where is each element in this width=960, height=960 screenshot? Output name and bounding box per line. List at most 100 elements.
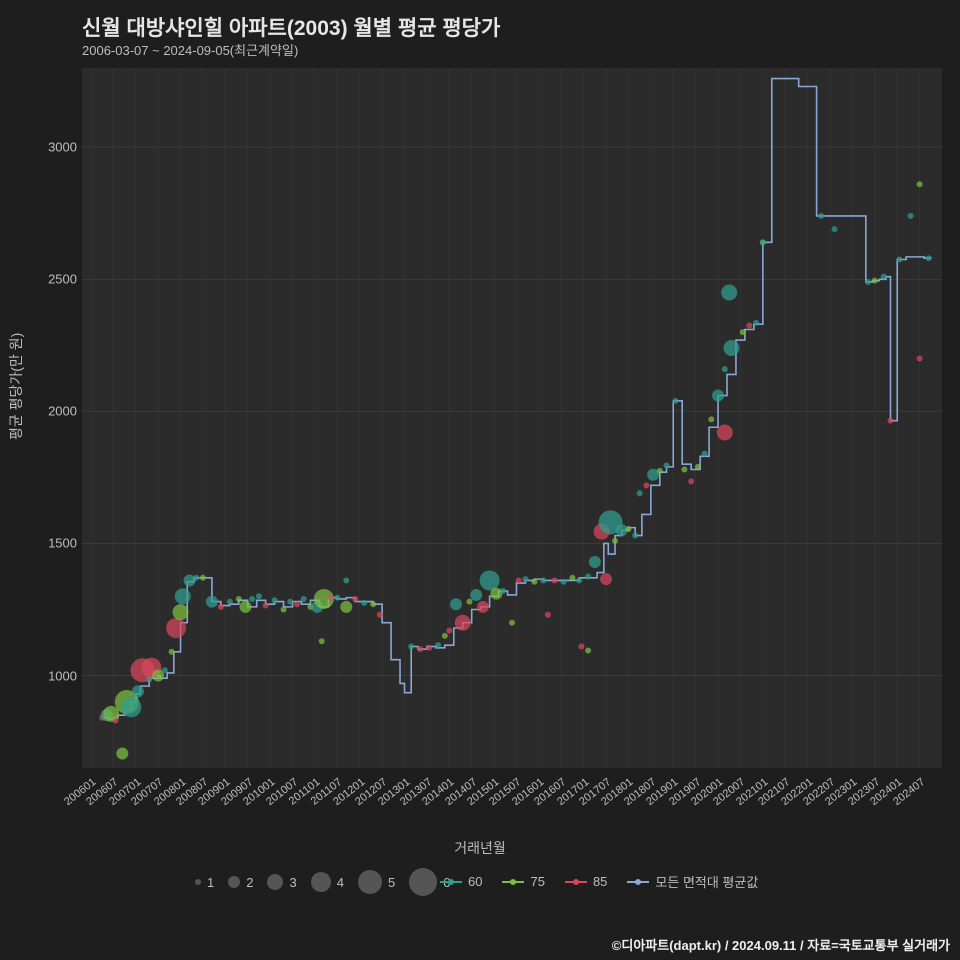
data-point xyxy=(446,628,452,634)
data-point xyxy=(450,598,462,610)
data-point xyxy=(561,579,567,585)
data-point xyxy=(206,596,218,608)
y-tick-label: 1000 xyxy=(27,668,77,683)
data-point xyxy=(370,601,376,607)
y-axis-label: 평균 평당가(만 원) xyxy=(6,333,26,440)
data-point xyxy=(600,573,612,585)
legend-color-label: 60 xyxy=(468,874,482,889)
data-point xyxy=(193,575,199,581)
footer-credit: ©디아파트(dapt.kr) / 2024.09.11 / 자료=국토교통부 실… xyxy=(612,935,950,954)
legend-size: 123456 xyxy=(195,868,455,896)
data-point xyxy=(865,279,871,285)
chart-subtitle: 2006-03-07 ~ 2024-09-05(최근계약일) xyxy=(82,40,298,59)
data-point xyxy=(531,579,537,585)
data-point xyxy=(435,642,441,648)
data-point xyxy=(589,556,601,568)
data-point xyxy=(352,596,358,602)
data-point xyxy=(516,577,522,583)
data-point xyxy=(632,533,638,539)
data-point xyxy=(578,643,584,649)
legend-size-dot xyxy=(195,879,201,885)
legend-size-label: 5 xyxy=(388,875,395,890)
data-point xyxy=(740,329,746,335)
data-point xyxy=(169,649,175,655)
data-point xyxy=(442,633,448,639)
plot-area xyxy=(82,68,942,768)
data-point xyxy=(173,604,189,620)
data-point xyxy=(175,588,191,604)
data-point xyxy=(688,478,694,484)
data-point xyxy=(239,601,251,613)
data-point xyxy=(552,577,558,583)
data-point xyxy=(760,239,766,245)
plot-svg xyxy=(82,68,942,768)
legend-size-label: 4 xyxy=(337,875,344,890)
legend-size-item: 4 xyxy=(311,872,344,892)
legend-size-label: 2 xyxy=(246,875,253,890)
data-point xyxy=(343,577,349,583)
data-point xyxy=(717,425,733,441)
y-tick-label: 3000 xyxy=(27,140,77,155)
legend-size-label: 1 xyxy=(207,875,214,890)
data-point xyxy=(585,647,591,653)
data-point xyxy=(340,601,352,613)
y-tick-label: 2500 xyxy=(27,272,77,287)
data-point xyxy=(249,596,255,602)
data-point xyxy=(881,274,887,280)
data-point xyxy=(643,482,649,488)
data-point xyxy=(116,747,128,759)
data-point xyxy=(832,226,838,232)
legend-size-label: 3 xyxy=(289,875,296,890)
legend-swatch xyxy=(440,881,462,883)
data-point xyxy=(132,685,144,697)
data-point xyxy=(272,597,278,603)
legend-size-item: 1 xyxy=(195,875,214,890)
legend-color: 60 75 85 모든 면적대 평균값 xyxy=(440,872,758,891)
legend-color-item: 모든 면적대 평균값 xyxy=(627,872,758,891)
legend-size-dot xyxy=(358,870,382,894)
data-point xyxy=(328,595,334,601)
data-point xyxy=(917,356,923,362)
legend-swatch xyxy=(502,881,524,883)
data-point xyxy=(712,390,724,402)
legend-color-label: 75 xyxy=(530,874,544,889)
data-point xyxy=(480,570,500,590)
data-point xyxy=(377,612,383,618)
data-point xyxy=(455,615,471,631)
legend-size-item: 2 xyxy=(228,875,253,890)
data-point xyxy=(236,596,242,602)
y-tick-label: 2000 xyxy=(27,404,77,419)
data-point xyxy=(872,278,878,284)
data-point xyxy=(753,320,759,326)
data-point xyxy=(625,526,631,532)
data-point xyxy=(664,463,670,469)
data-point xyxy=(200,575,206,581)
data-point xyxy=(746,323,752,329)
data-point xyxy=(361,600,367,606)
legend-size-item: 5 xyxy=(358,870,395,894)
data-point xyxy=(227,599,233,605)
legend-size-item: 3 xyxy=(267,874,296,890)
data-point xyxy=(426,645,432,651)
data-point xyxy=(319,638,325,644)
data-point xyxy=(466,599,472,605)
legend-color-item: 85 xyxy=(565,874,607,889)
y-tick-label: 1500 xyxy=(27,536,77,551)
data-point xyxy=(818,213,824,219)
data-point xyxy=(723,340,739,356)
data-point xyxy=(500,588,506,594)
data-point xyxy=(477,601,489,613)
data-point xyxy=(722,366,728,372)
data-point xyxy=(612,538,618,544)
data-point xyxy=(887,418,893,424)
legend-size-dot xyxy=(267,874,283,890)
data-point xyxy=(281,607,287,613)
data-point xyxy=(896,257,902,263)
data-point xyxy=(218,604,224,610)
data-point xyxy=(672,398,678,404)
data-point xyxy=(585,573,591,579)
data-point xyxy=(681,467,687,473)
data-point xyxy=(721,285,737,301)
data-point xyxy=(540,577,546,583)
data-point xyxy=(695,464,701,470)
